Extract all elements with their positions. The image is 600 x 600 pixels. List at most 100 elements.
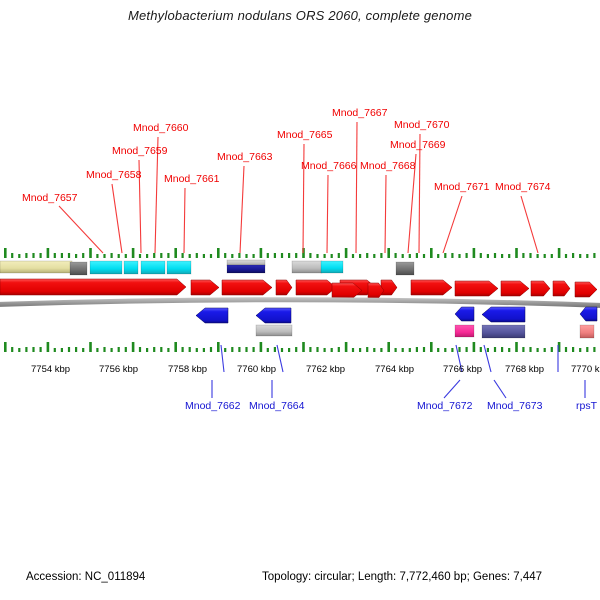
sequence-tick (280, 348, 284, 352)
gene-arrow-reverse[interactable] (255, 307, 292, 324)
feature-boxes-forward[interactable] (0, 259, 415, 276)
gene-label-Mnod_7671[interactable]: Mnod_7671 (434, 181, 490, 193)
feature-box-cyan[interactable] (89, 260, 123, 275)
feature-box-dark_gray[interactable] (395, 261, 415, 276)
leader-line-Mnod_7667 (355, 121, 358, 254)
sequence-tick (110, 253, 113, 258)
top-gene-labels[interactable]: Mnod_7657 Mnod_7658 Mnod_7659 Mnod_7660 Mnod… (22, 107, 551, 204)
sequence-tick (557, 342, 561, 352)
sequence-tick (579, 254, 582, 258)
sequence-tick (401, 348, 404, 352)
gene-label-Mnod_7661[interactable]: Mnod_7661 (164, 173, 220, 185)
gene-arrow-forward[interactable] (454, 280, 499, 297)
sequence-tick (564, 254, 568, 258)
gene-label-Mnod_7664[interactable]: Mnod_7664 (249, 400, 305, 412)
sequence-tick (351, 348, 355, 352)
feature-box-reverse-slate[interactable] (481, 324, 526, 339)
sequence-tick (259, 248, 263, 258)
gene-label-Mnod_7663[interactable]: Mnod_7663 (217, 151, 273, 163)
gene-arrow-forward[interactable] (367, 282, 385, 299)
feature-boxes-reverse[interactable] (255, 324, 595, 339)
gene-label-Mnod_7657[interactable]: Mnod_7657 (22, 192, 78, 204)
sequence-tick (11, 347, 14, 352)
sequence-tick (550, 254, 553, 258)
ruler-tick-label-5: 7764 kbp (375, 364, 414, 375)
sequence-tick (131, 342, 135, 352)
bottom-gene-labels[interactable]: Mnod_7662 Mnod_7664 Mnod_7672 Mnod_7673 rpsT (185, 400, 598, 412)
sequence-tick (493, 347, 497, 352)
ruler-tick-label-3: 7760 kbp (237, 364, 276, 375)
feature-box-reverse-magenta[interactable] (454, 324, 475, 338)
gene-arrow-forward[interactable] (574, 281, 598, 298)
feature-box-cyan[interactable] (123, 260, 139, 275)
sequence-tick (273, 347, 276, 352)
gene-arrow-forward[interactable] (380, 279, 398, 296)
gene-label-rpsT[interactable]: rpsT (576, 400, 598, 412)
sequence-tick (550, 347, 553, 352)
gene-label-Mnod_7659[interactable]: Mnod_7659 (112, 145, 168, 157)
gene-arrow-forward[interactable] (331, 282, 363, 299)
leader-line-Mnod_7668 (384, 174, 387, 254)
gene-label-Mnod_7673[interactable]: Mnod_7673 (487, 400, 543, 412)
sequence-tick (67, 347, 71, 352)
gene-arrow-reverse[interactable] (579, 306, 598, 322)
sequence-tick (501, 254, 504, 258)
top-label-leaders (58, 121, 539, 254)
sequence-tick (209, 347, 213, 352)
gene-arrow-reverse[interactable] (454, 306, 475, 322)
feature-box-reverse-salmon[interactable] (579, 324, 595, 339)
gene-label-Mnod_7674[interactable]: Mnod_7674 (495, 181, 551, 193)
bottom-label-leaders (211, 379, 586, 399)
sequence-tick (238, 347, 241, 352)
sequence-tick (224, 348, 227, 352)
gene-label-Mnod_7665[interactable]: Mnod_7665 (277, 129, 333, 141)
feature-box-gray[interactable] (291, 260, 323, 274)
feature-box-khaki[interactable] (0, 260, 73, 274)
gene-label-Mnod_7669[interactable]: Mnod_7669 (390, 139, 446, 151)
sequence-tick (479, 347, 482, 352)
gene-arrow-forward[interactable] (552, 280, 571, 297)
sequence-tick (408, 348, 411, 352)
leader-line-Mnod_7674 (520, 195, 539, 254)
gene-arrows-forward[interactable] (0, 278, 598, 299)
feature-box-cyan[interactable] (320, 260, 344, 274)
gene-arrow-forward[interactable] (500, 280, 530, 297)
gene-arrow-reverse[interactable] (195, 307, 229, 324)
sequence-tick (295, 253, 298, 258)
gene-label-Mnod_7666[interactable]: Mnod_7666 (301, 160, 357, 172)
gene-arrow-reverse[interactable] (481, 306, 526, 323)
gene-arrow-forward[interactable] (275, 279, 293, 296)
ruler-tick-label-1: 7756 kbp (99, 364, 138, 375)
gene-arrow-forward[interactable] (410, 279, 453, 296)
feature-box-cyan[interactable] (140, 260, 166, 275)
gene-label-Mnod_7670[interactable]: Mnod_7670 (394, 119, 450, 131)
sequence-tick (75, 254, 78, 258)
gene-label-Mnod_7672[interactable]: Mnod_7672 (417, 400, 473, 412)
gene-label-Mnod_7658[interactable]: Mnod_7658 (86, 169, 142, 181)
gene-arrow-forward[interactable] (295, 279, 337, 296)
sequence-tick (117, 347, 120, 352)
feature-box-navy[interactable] (226, 264, 266, 274)
gene-label-Mnod_7667[interactable]: Mnod_7667 (332, 107, 388, 119)
gene-label-Mnod_7662[interactable]: Mnod_7662 (185, 400, 241, 412)
gene-arrow-forward[interactable] (190, 279, 220, 296)
gene-arrow-forward[interactable] (221, 279, 273, 296)
sequence-tick (323, 348, 326, 352)
sequence-tick (273, 253, 276, 258)
sequence-tick (96, 348, 99, 352)
sequence-tick (238, 253, 241, 258)
feature-box-dark_gray[interactable] (69, 261, 88, 276)
feature-box-reverse-gray[interactable] (255, 324, 293, 337)
gene-arrow-forward[interactable] (0, 278, 187, 296)
sequence-tick (508, 348, 511, 352)
sequence-tick (167, 253, 170, 258)
sequence-tick (380, 348, 383, 352)
gene-arrow-forward[interactable] (530, 280, 551, 297)
gene-label-Mnod_7660[interactable]: Mnod_7660 (133, 122, 189, 134)
sequence-tick (337, 347, 340, 352)
gene-label-Mnod_7668[interactable]: Mnod_7668 (360, 160, 416, 172)
feature-box-cyan[interactable] (166, 260, 192, 275)
gene-arrows-reverse[interactable] (195, 306, 598, 324)
